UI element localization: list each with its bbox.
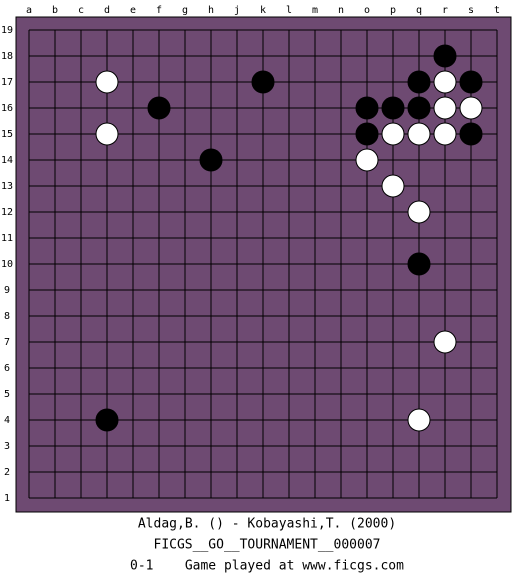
column-label: m (312, 5, 318, 16)
row-label: 2 (4, 467, 10, 478)
white-stone (433, 96, 457, 120)
column-label: n (338, 5, 344, 16)
white-stone (355, 148, 379, 172)
column-label: p (390, 5, 396, 16)
column-label: d (104, 5, 110, 16)
column-label: o (364, 5, 370, 16)
column-label: j (234, 5, 240, 16)
black-stone (407, 70, 431, 94)
row-label: 6 (4, 363, 10, 374)
white-stone (381, 122, 405, 146)
row-label: 17 (1, 77, 13, 88)
row-label: 8 (4, 311, 10, 322)
white-stone (407, 122, 431, 146)
row-label: 11 (1, 233, 13, 244)
black-stone (381, 96, 405, 120)
black-stone (199, 148, 223, 172)
row-label: 9 (4, 285, 10, 296)
column-label: g (182, 5, 188, 16)
column-label: q (416, 5, 422, 16)
column-label: s (468, 5, 474, 16)
black-stone (407, 96, 431, 120)
white-stone (433, 122, 457, 146)
column-label: h (208, 5, 214, 16)
row-label: 5 (4, 389, 10, 400)
row-label: 18 (1, 51, 13, 62)
column-label: b (52, 5, 58, 16)
black-stone (251, 70, 275, 94)
black-stone (147, 96, 171, 120)
black-stone (95, 408, 119, 432)
column-label: e (130, 5, 136, 16)
row-label: 12 (1, 207, 13, 218)
row-label: 14 (1, 155, 13, 166)
row-label: 10 (1, 259, 13, 270)
row-label: 7 (4, 337, 10, 348)
white-stone (381, 174, 405, 198)
row-label: 13 (1, 181, 13, 192)
white-stone (95, 70, 119, 94)
column-label: a (26, 5, 32, 16)
black-stone (433, 44, 457, 68)
column-label: c (78, 5, 84, 16)
row-label: 1 (4, 493, 10, 504)
tournament: FICGS__GO__TOURNAMENT__000007 (154, 538, 381, 553)
column-label: t (494, 5, 500, 16)
players: Aldag,B. () - Kobayashi,T. (2000) (138, 517, 396, 532)
column-label: k (260, 5, 266, 16)
row-label: 16 (1, 103, 13, 114)
black-stone (355, 122, 379, 146)
row-label: 15 (1, 129, 13, 140)
row-label: 4 (4, 415, 10, 426)
white-stone (433, 330, 457, 354)
white-stone (433, 70, 457, 94)
black-stone (459, 70, 483, 94)
black-stone (407, 252, 431, 276)
white-stone (407, 408, 431, 432)
white-stone (459, 96, 483, 120)
row-label: 3 (4, 441, 10, 452)
row-label: 19 (1, 25, 13, 36)
result: 0-1 Game played at www.ficgs.com (130, 559, 404, 574)
black-stone (459, 122, 483, 146)
black-stone (355, 96, 379, 120)
column-label: r (442, 5, 448, 16)
white-stone (407, 200, 431, 224)
white-stone (95, 122, 119, 146)
column-label: l (286, 5, 292, 16)
column-label: f (156, 5, 162, 16)
